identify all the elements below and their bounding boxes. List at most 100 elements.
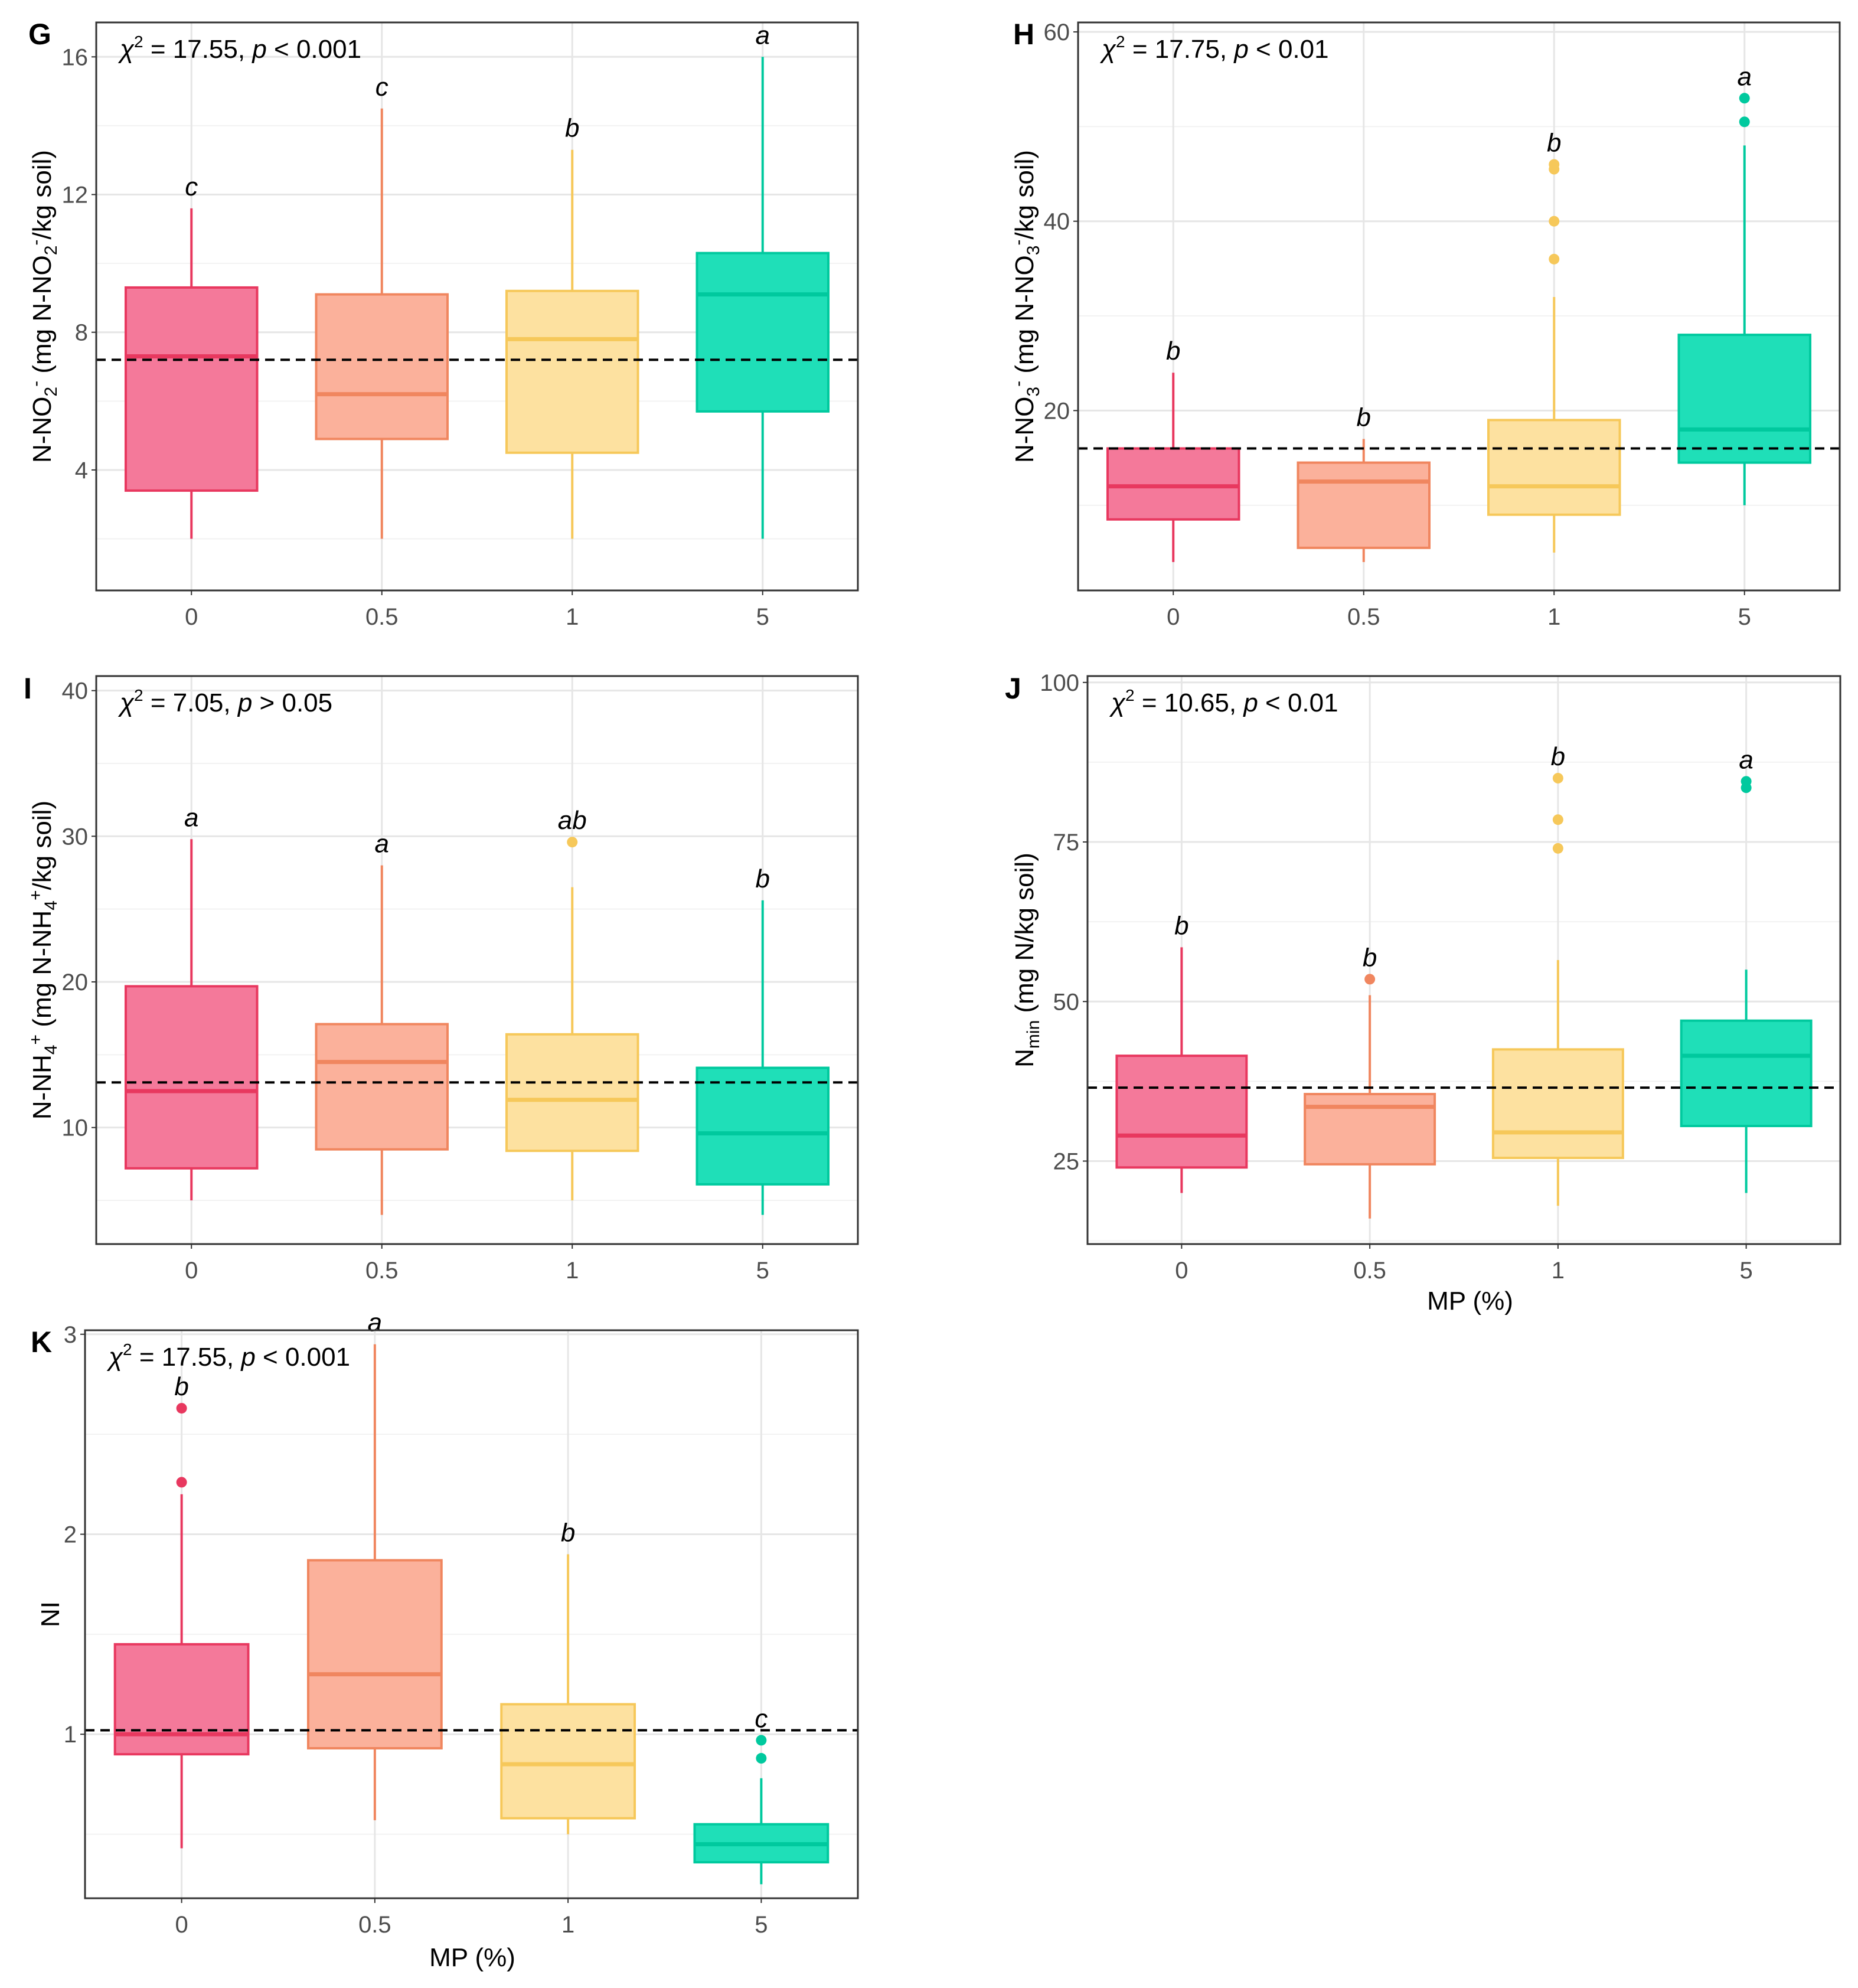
- significance-letter: c: [375, 73, 388, 102]
- y-tick-label: 60: [1044, 19, 1070, 45]
- box-group-5: b: [695, 864, 830, 1215]
- box-iqr: [1304, 1092, 1436, 1166]
- y-tick-label: 2: [64, 1522, 77, 1548]
- box-iqr: [113, 1643, 250, 1756]
- significance-letter: c: [185, 172, 198, 201]
- x-axis-title: MP (%): [429, 1943, 515, 1972]
- x-tick-label: 0: [185, 604, 198, 630]
- box-group-0.5: c: [315, 73, 449, 539]
- significance-letter: b: [1166, 337, 1180, 365]
- significance-letter: a: [184, 803, 198, 832]
- box-iqr: [505, 1033, 639, 1153]
- y-tick-label: 20: [1044, 398, 1070, 424]
- plot-border: [95, 675, 859, 1245]
- stat-label: χ2 = 17.75, p < 0.01: [1099, 32, 1329, 64]
- x-tick-label: 0: [1167, 604, 1180, 630]
- outlier-point: [1549, 216, 1560, 227]
- x-tick-label: 5: [755, 1912, 768, 1938]
- box-iqr: [505, 289, 639, 454]
- stat-label: χ2 = 7.05, p > 0.05: [117, 686, 332, 717]
- box-group-5: a: [1677, 62, 1812, 505]
- box-iqr: [1106, 447, 1240, 521]
- box-group-0: a: [124, 803, 259, 1200]
- plot-border: [1086, 675, 1841, 1245]
- panel-letter: G: [28, 18, 51, 51]
- significance-letter: a: [1738, 62, 1752, 91]
- y-tick-label: 75: [1053, 830, 1080, 856]
- outlier-point: [1552, 843, 1563, 854]
- x-tick-label: 5: [1740, 1258, 1753, 1284]
- significance-letter: a: [1739, 745, 1753, 774]
- panel-g: 4 8 12 16 0 0.5 1 5 c c b a G χ2 = 17.55, p < 0.001 N-…: [26, 18, 859, 630]
- stat-label: χ2 = 17.55, p < 0.001: [117, 32, 361, 64]
- plot-border: [84, 1329, 859, 1899]
- outlier-point: [176, 1403, 187, 1414]
- y-axis-title: N-NO3- (mg N-NO3-/kg soil): [1008, 150, 1043, 463]
- y-tick-label: 1: [64, 1722, 77, 1748]
- y-tick-label: 12: [62, 182, 89, 208]
- panel-letter: K: [31, 1326, 52, 1359]
- x-tick-label: 5: [1738, 604, 1751, 630]
- y-axis-title: N-NO2- (mg N-NO2-/kg soil): [26, 150, 61, 463]
- x-tick-label: 5: [756, 1258, 769, 1284]
- y-tick-label: 20: [62, 969, 89, 995]
- outlier-point: [756, 1752, 767, 1764]
- outlier-point: [1549, 159, 1560, 170]
- box-group-0: b: [1106, 337, 1240, 562]
- x-tick-label: 0.5: [365, 604, 399, 630]
- panel-k: 1 2 3 0 0.5 1 5 b a b c K χ2 = 17.55, p < 0.001 NI MP …: [31, 1308, 859, 1972]
- plot-border: [95, 21, 859, 592]
- significance-letter: b: [1551, 742, 1565, 771]
- panel-h: 20 40 60 0 0.5 1 5 b b b a H χ2 = 17.75, p < 0.01 N-N…: [1008, 18, 1841, 630]
- outlier-point: [1739, 116, 1750, 128]
- x-tick-label: 0: [185, 1258, 198, 1284]
- plot-border: [1077, 21, 1841, 592]
- significance-letter: b: [1547, 129, 1561, 158]
- x-tick-label: 1: [566, 1258, 579, 1284]
- box-group-1: b: [1487, 129, 1621, 553]
- y-tick-label: 3: [64, 1322, 77, 1348]
- box-iqr: [695, 1066, 830, 1186]
- outlier-point: [1364, 974, 1376, 985]
- outlier-point: [567, 837, 578, 848]
- box-group-0.5: b: [1297, 403, 1431, 562]
- box-iqr: [1297, 461, 1431, 549]
- y-tick-label: 8: [75, 320, 88, 346]
- box-group-1: b: [500, 1518, 636, 1834]
- panel-j: 25 50 75 100 0 0.5 1 5 b b b a J χ2 = 10.65, p < 0.01…: [1005, 670, 1841, 1315]
- significance-letter: b: [1357, 403, 1371, 432]
- significance-letter: b: [565, 114, 579, 143]
- panel-letter: H: [1013, 18, 1034, 51]
- x-tick-label: 1: [1547, 604, 1560, 630]
- x-tick-label: 0.5: [358, 1912, 391, 1938]
- significance-letter: a: [375, 830, 389, 858]
- significance-letter: b: [1363, 943, 1377, 972]
- box-group-0.5: b: [1304, 943, 1436, 1219]
- significance-letter: ab: [558, 806, 587, 835]
- box-group-5: a: [1680, 745, 1813, 1193]
- y-tick-label: 100: [1040, 670, 1079, 696]
- outlier-point: [1739, 93, 1750, 104]
- box-group-0: b: [1115, 911, 1248, 1193]
- x-tick-label: 0.5: [1353, 1258, 1386, 1284]
- outlier-point: [1552, 814, 1563, 825]
- significance-letter: b: [174, 1372, 188, 1401]
- x-axis-title: MP (%): [1427, 1287, 1513, 1315]
- box-group-1: ab: [505, 806, 639, 1200]
- y-tick-label: 40: [62, 678, 89, 704]
- x-tick-label: 1: [561, 1912, 574, 1938]
- x-tick-label: 0: [175, 1912, 188, 1938]
- outlier-point: [176, 1477, 187, 1488]
- significance-letter: c: [755, 1704, 768, 1733]
- box-group-1: b: [1491, 742, 1624, 1206]
- x-tick-label: 1: [1552, 1258, 1565, 1284]
- outlier-point: [1741, 776, 1752, 787]
- box-group-0.5: a: [315, 830, 449, 1215]
- box-group-1: b: [505, 114, 639, 539]
- significance-letter: b: [561, 1518, 575, 1547]
- y-axis-title: N-NH4+ (mg N-NH4+/kg soil): [26, 801, 61, 1119]
- box-iqr: [315, 293, 449, 440]
- box-group-0: c: [124, 172, 259, 539]
- box-iqr: [315, 1023, 449, 1151]
